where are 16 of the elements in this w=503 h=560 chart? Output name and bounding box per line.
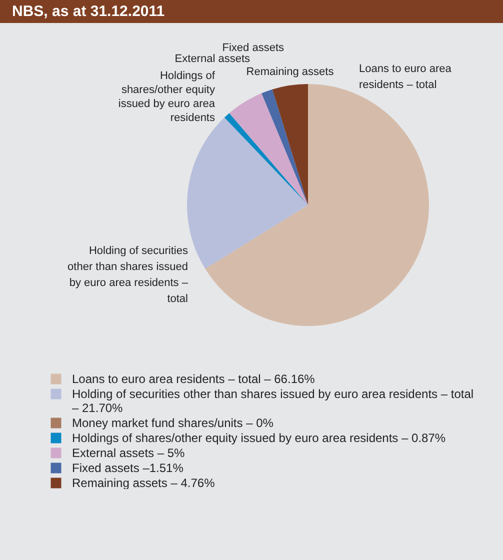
- legend-label: External assets – 5%: [72, 446, 186, 460]
- text: Holding of securities other than shares issued by euro area residents – total: [68, 245, 189, 305]
- text: Loans to euro area residents – total: [359, 63, 452, 91]
- legend-label: Money market fund shares/units – 0%: [72, 416, 274, 430]
- text: Fixed assets: [222, 42, 284, 54]
- text: External assets: [174, 53, 250, 65]
- pie-slice: [262, 89, 308, 205]
- chart-title: NBS, as at 31.12.2011: [0, 0, 503, 23]
- pie-slice: [229, 93, 308, 205]
- legend-label: Fixed assets –1.51%: [72, 461, 184, 475]
- text: Holdings of shares/other equity issued by euro area residents: [118, 70, 216, 124]
- pie-slice: [272, 84, 308, 205]
- legend-label: Loans to euro area residents – total – 66.16%: [72, 372, 316, 386]
- legend-label: Holdings of shares/other equity issued by euro area residents – 0.87%: [72, 431, 446, 445]
- text: Remaining assets: [246, 66, 334, 78]
- legend-label: Holding of securities other than shares issued by euro area residents – total – 21.70%: [72, 387, 474, 415]
